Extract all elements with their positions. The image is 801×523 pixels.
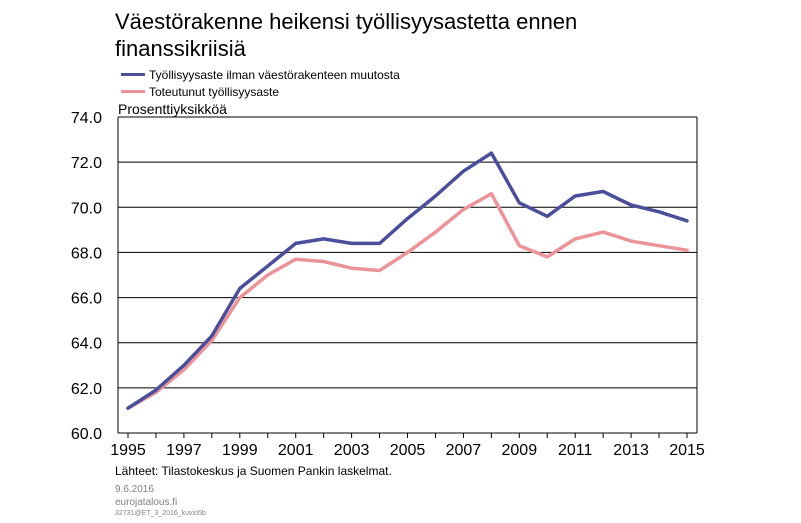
legend-label-series1: Työllisyysaste ilman väestörakenteen muu… bbox=[149, 67, 400, 82]
chart-code: 32731@ET_3_2016_kuvio5b bbox=[115, 510, 206, 517]
x-tick-label: 2013 bbox=[613, 442, 649, 459]
x-tick-label: 2005 bbox=[390, 442, 426, 459]
series-line-2 bbox=[126, 191, 689, 410]
publish-date: 9.6.2016 bbox=[115, 484, 154, 495]
site-name: eurojatalous.fi bbox=[115, 497, 178, 508]
x-tick-label: 2011 bbox=[558, 442, 593, 459]
x-tick-label: 1999 bbox=[222, 442, 258, 459]
y-tick-label: 66.0 bbox=[71, 291, 102, 308]
y-tick-label: 62.0 bbox=[71, 381, 102, 398]
legend: Työllisyysaste ilman väestörakenteen muu… bbox=[121, 66, 400, 100]
x-tick-label: 2007 bbox=[446, 442, 482, 459]
y-axis-unit-label: Prosenttiyksikköä bbox=[118, 101, 227, 117]
y-tick-label: 60.0 bbox=[71, 426, 102, 443]
x-tick-label: 2003 bbox=[334, 442, 370, 459]
x-tick-label: 2001 bbox=[278, 442, 314, 459]
legend-entry-series2: Toteutunut työllisyysaste bbox=[121, 83, 400, 100]
y-tick-label: 64.0 bbox=[71, 336, 102, 353]
x-tick-label: 2015 bbox=[669, 442, 705, 459]
x-tick-label: 1995 bbox=[110, 442, 146, 459]
chart-title: Väestörakenne heikensi työllisyysastetta… bbox=[115, 9, 578, 61]
y-tick-label: 72.0 bbox=[71, 155, 102, 172]
y-tick-label: 70.0 bbox=[71, 200, 102, 217]
source-note: Lähteet: Tilastokeskus ja Suomen Pankin … bbox=[115, 464, 392, 478]
x-tick-label: 2009 bbox=[502, 442, 538, 459]
legend-entry-series1: Työllisyysaste ilman väestörakenteen muu… bbox=[121, 66, 400, 83]
legend-swatch-series1 bbox=[121, 73, 145, 76]
series-line-1 bbox=[126, 151, 689, 410]
y-tick-label: 68.0 bbox=[71, 245, 102, 262]
y-tick-label: 74.0 bbox=[71, 110, 102, 127]
legend-swatch-series2 bbox=[121, 90, 145, 93]
legend-label-series2: Toteutunut työllisyysaste bbox=[149, 84, 280, 99]
x-tick-label: 1997 bbox=[166, 442, 202, 459]
